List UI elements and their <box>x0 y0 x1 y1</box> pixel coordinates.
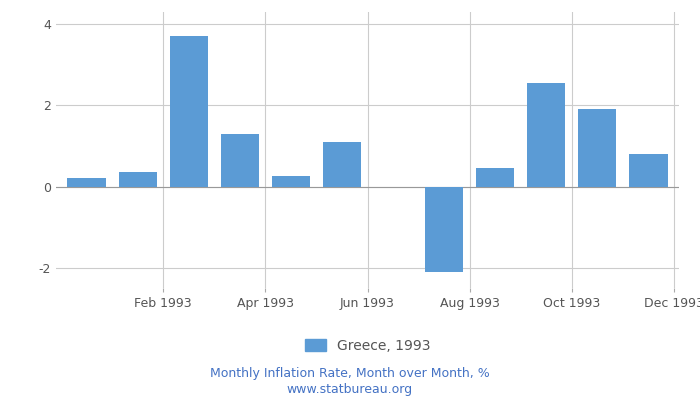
Bar <box>476 168 514 186</box>
Bar <box>578 110 617 186</box>
Bar <box>67 178 106 186</box>
Bar <box>527 83 566 186</box>
Bar <box>374 186 412 187</box>
Text: www.statbureau.org: www.statbureau.org <box>287 384 413 396</box>
Bar <box>629 154 668 186</box>
Bar <box>220 134 259 186</box>
Bar <box>169 36 208 186</box>
Bar <box>118 172 157 186</box>
Bar <box>323 142 361 186</box>
Bar <box>425 186 463 272</box>
Legend: Greece, 1993: Greece, 1993 <box>299 333 436 358</box>
Text: Monthly Inflation Rate, Month over Month, %: Monthly Inflation Rate, Month over Month… <box>210 368 490 380</box>
Bar <box>272 176 310 186</box>
